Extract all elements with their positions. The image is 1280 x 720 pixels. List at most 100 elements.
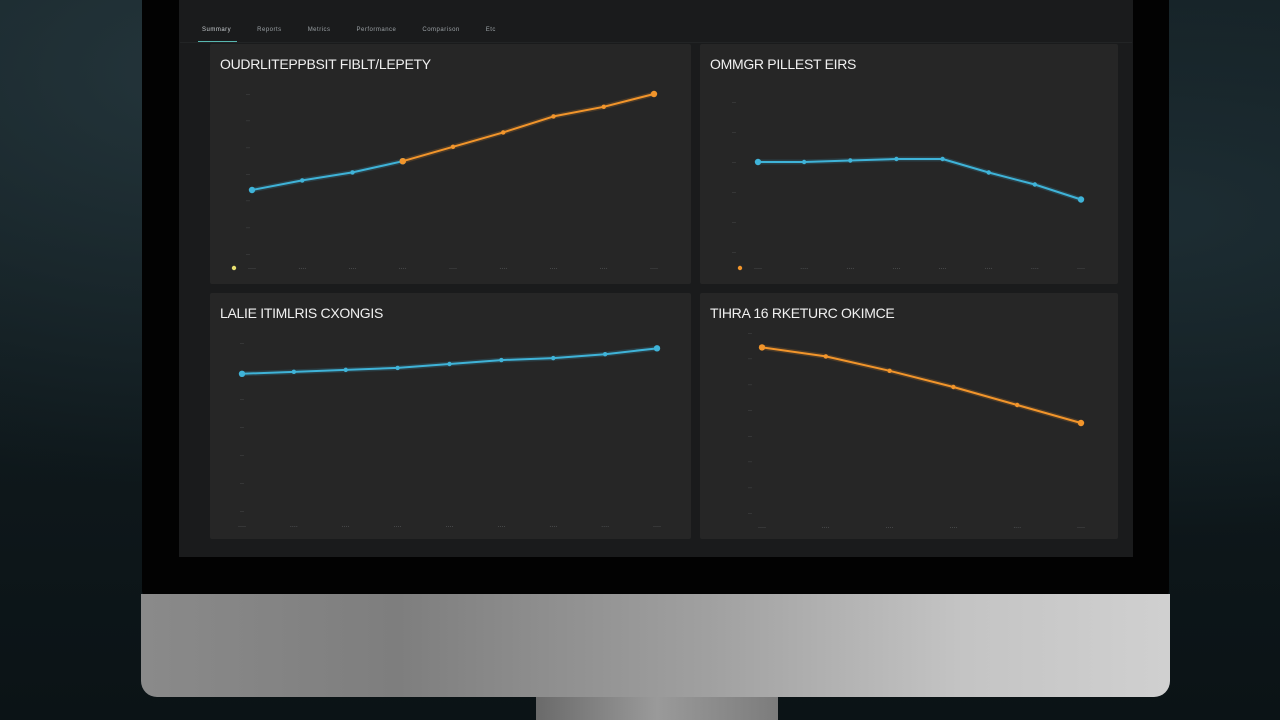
data-point[interactable] <box>1015 402 1020 408</box>
data-point[interactable] <box>650 90 658 98</box>
data-series-line <box>761 346 1082 424</box>
y-tick-label: ·· <box>240 425 244 431</box>
x-tick-label: ···· <box>754 266 762 272</box>
x-tick-label: ···· <box>949 525 957 531</box>
tab-bar: Summary Reports Metrics Performance Comp… <box>197 18 498 43</box>
legend-marker-icon <box>231 265 237 271</box>
y-tick-label: ·· <box>748 511 752 517</box>
data-point[interactable] <box>343 367 348 373</box>
x-tick-label: ···· <box>600 266 608 272</box>
y-tick-label: ·· <box>240 341 244 347</box>
data-point[interactable] <box>887 368 892 373</box>
x-tick-label: ···· <box>248 266 256 272</box>
data-point[interactable] <box>754 158 762 166</box>
tab-comparison[interactable]: Comparison <box>422 27 460 33</box>
y-tick-label: ·· <box>240 313 244 319</box>
x-tick-label: ···· <box>549 524 557 530</box>
data-point[interactable] <box>602 352 608 357</box>
tab-summary[interactable]: Summary <box>197 21 238 43</box>
data-point[interactable] <box>238 370 246 377</box>
data-point[interactable] <box>1077 196 1085 203</box>
x-tick-label: ···· <box>758 525 766 531</box>
data-point[interactable] <box>447 361 452 367</box>
data-point[interactable] <box>601 104 606 109</box>
data-point[interactable] <box>801 159 807 165</box>
data-point[interactable] <box>291 369 297 375</box>
data-series-line <box>251 160 403 191</box>
x-tick-label: ···· <box>238 524 246 530</box>
data-point[interactable] <box>1032 182 1038 187</box>
x-tick-label: ···· <box>394 524 402 530</box>
x-tick-label: ···· <box>298 266 306 272</box>
tab-etc[interactable]: Etc <box>485 27 496 33</box>
data-point[interactable] <box>758 344 766 351</box>
y-tick-label: ·· <box>748 357 752 363</box>
data-point[interactable] <box>986 170 991 175</box>
data-point[interactable] <box>399 158 406 165</box>
data-point[interactable] <box>848 158 853 163</box>
data-point[interactable] <box>1077 419 1085 427</box>
x-tick-label: ···· <box>800 266 808 272</box>
x-tick-label: ···· <box>939 266 947 272</box>
data-point[interactable] <box>248 186 256 194</box>
chart-title: TIHRA 16 RKETURC OKIMCE <box>710 305 895 321</box>
chart-title: LALIE ITIMLRIS CXONGIS <box>220 305 383 321</box>
x-tick-label: ···· <box>449 266 457 272</box>
tab-reports[interactable]: Reports <box>257 27 282 33</box>
y-tick-label: ·· <box>748 382 752 388</box>
data-series-line <box>758 158 1082 201</box>
y-tick-label: ·· <box>246 199 250 205</box>
x-tick-label: ···· <box>290 524 298 530</box>
data-point[interactable] <box>499 357 504 363</box>
y-tick-label: ·· <box>240 397 244 403</box>
line-chart: ········································… <box>231 90 658 272</box>
tab-metrics[interactable]: Metrics <box>307 27 331 33</box>
data-point[interactable] <box>940 156 945 162</box>
chart-panel-bottom-right: TIHRA 16 RKETURC OKIMCE ·· ·· ·· ·· ·· ·· ·· ··… <box>700 293 1118 539</box>
chart-title: OMMGR PILLEST EIRS <box>710 56 857 72</box>
x-tick-label: ···· <box>822 525 830 531</box>
x-tick-label: ···· <box>399 266 407 272</box>
x-tick-label: ···· <box>653 524 661 530</box>
y-tick-label: ·· <box>240 453 244 459</box>
y-tick-label: ·· <box>240 481 244 487</box>
legend-marker-icon <box>737 265 743 271</box>
x-tick-label: ···· <box>892 266 900 272</box>
x-tick-label: ···· <box>650 266 658 272</box>
monitor-stand <box>536 697 778 720</box>
y-tick-label: ·· <box>748 485 752 491</box>
y-tick-label: ·· <box>240 509 244 515</box>
chart-title: OUDRLITEPPBSIT FIBLT/LEPETY <box>220 56 431 72</box>
tab-performance[interactable]: Performance <box>356 27 397 33</box>
data-point[interactable] <box>501 130 506 135</box>
chart-panel-top-left: OUDRLITEPPBSIT FIBLT/LEPETY ·· ·· ·· ·· ·· ··… <box>210 44 691 284</box>
y-tick-label: ·· <box>246 225 250 231</box>
x-tick-label: ···· <box>550 266 558 272</box>
x-tick-label: ···· <box>446 524 454 530</box>
chart-panel-top-right: OMMGR PILLEST EIRS ·· ·· ·· ·· ·· ·· ···· ···· ·… <box>700 44 1118 284</box>
line-chart: ········································… <box>238 313 661 530</box>
y-tick-label: ·· <box>246 92 250 98</box>
data-point[interactable] <box>450 144 456 149</box>
x-tick-label: ···· <box>985 266 993 272</box>
data-point[interactable] <box>823 354 828 359</box>
data-point[interactable] <box>395 365 400 371</box>
x-tick-label: ···· <box>1013 525 1021 531</box>
x-tick-label: ···· <box>349 266 357 272</box>
line-chart: ········································… <box>732 100 1085 272</box>
x-tick-label: ···· <box>497 524 505 530</box>
y-tick-label: ·· <box>246 172 250 178</box>
data-point[interactable] <box>300 178 305 183</box>
chart-panel-bottom-left: LALIE ITIMLRIS CXONGIS ·· ·· ·· ·· ·· ·· ·· ···… <box>210 293 691 539</box>
x-tick-label: ···· <box>846 266 854 272</box>
tab-divider <box>180 42 1132 43</box>
data-point[interactable] <box>551 355 556 361</box>
data-point[interactable] <box>653 345 661 352</box>
data-point[interactable] <box>894 156 899 162</box>
data-series-line <box>402 93 655 163</box>
data-point[interactable] <box>951 384 956 390</box>
data-point[interactable] <box>350 170 355 175</box>
data-point[interactable] <box>551 114 556 119</box>
x-tick-label: ···· <box>342 524 350 530</box>
y-tick-label: ·· <box>732 160 736 166</box>
